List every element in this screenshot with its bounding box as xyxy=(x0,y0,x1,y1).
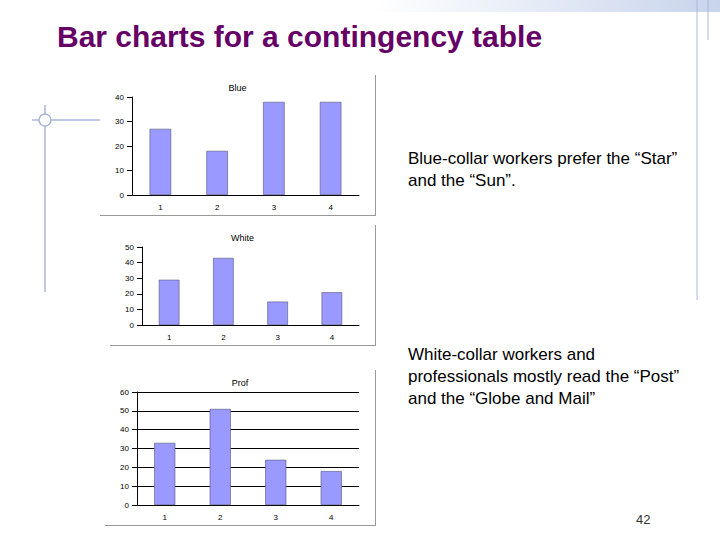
svg-text:40: 40 xyxy=(120,425,129,434)
svg-text:0: 0 xyxy=(125,501,130,510)
html-text:Bar charts for a contingency t: Bar charts for a contingency table xyxy=(57,20,543,53)
svg-text:40: 40 xyxy=(115,93,124,102)
svg-text:0: 0 xyxy=(120,191,125,200)
svg-text:2: 2 xyxy=(221,333,226,342)
svg-text:4: 4 xyxy=(329,513,334,522)
svg-text:2: 2 xyxy=(218,513,223,522)
svg-text:20: 20 xyxy=(115,142,124,151)
svg-text:3: 3 xyxy=(274,513,279,522)
svg-text:60: 60 xyxy=(120,388,129,397)
svg-text:Blue: Blue xyxy=(228,83,246,93)
svg-text:10: 10 xyxy=(115,166,124,175)
svg-text:20: 20 xyxy=(120,463,129,472)
svg-text:30: 30 xyxy=(120,444,129,453)
svg-text:0: 0 xyxy=(130,321,135,330)
svg-text:20: 20 xyxy=(125,289,134,298)
svg-text:4: 4 xyxy=(328,203,333,212)
html-text:Blue-collar workers prefer the: Blue-collar workers prefer the “Star” an… xyxy=(408,149,678,190)
svg-text:Prof: Prof xyxy=(232,378,249,388)
svg-text:2: 2 xyxy=(215,203,220,212)
svg-text:10: 10 xyxy=(125,305,134,314)
svg-text:50: 50 xyxy=(120,406,129,415)
svg-text:3: 3 xyxy=(275,333,280,342)
svg-text:40: 40 xyxy=(125,258,134,267)
svg-text:10: 10 xyxy=(120,482,129,491)
svg-text:1: 1 xyxy=(158,203,163,212)
svg-text:1: 1 xyxy=(163,513,168,522)
svg-text:White: White xyxy=(231,233,254,243)
svg-text:3: 3 xyxy=(272,203,277,212)
svg-text:30: 30 xyxy=(115,117,124,126)
html-text:42: 42 xyxy=(636,512,651,527)
svg-text:4: 4 xyxy=(330,333,335,342)
svg-text:50: 50 xyxy=(125,243,134,252)
svg-text:30: 30 xyxy=(125,274,134,283)
svg-text:1: 1 xyxy=(167,333,172,342)
html-text:White-collar workers and profe: White-collar workers and professionals m… xyxy=(408,345,680,408)
